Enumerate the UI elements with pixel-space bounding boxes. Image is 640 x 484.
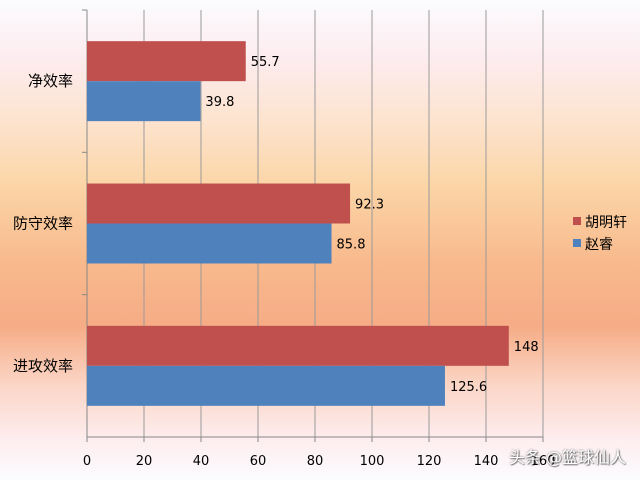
x-tick-label: 80 bbox=[307, 454, 324, 469]
y-category-label: 进攻效率 bbox=[13, 357, 73, 375]
x-tick-label: 40 bbox=[193, 454, 210, 469]
bar bbox=[87, 223, 332, 264]
x-tick-label: 20 bbox=[136, 454, 153, 469]
data-label: 125.6 bbox=[450, 380, 487, 395]
bar bbox=[87, 325, 509, 366]
legend-label: 胡明轩 bbox=[585, 215, 627, 231]
data-label: 39.8 bbox=[205, 95, 234, 110]
legend-swatch bbox=[573, 239, 581, 247]
x-tick-label: 60 bbox=[250, 454, 267, 469]
legend-label: 赵睿 bbox=[585, 237, 613, 253]
y-category-label: 防守效率 bbox=[13, 215, 73, 233]
bar bbox=[87, 41, 246, 82]
data-label: 85.8 bbox=[337, 238, 366, 253]
axes: 0 20 40 60 80 100 120 140 160 进攻效率 防守效率 净效率 bbox=[13, 9, 556, 469]
x-tick-label: 120 bbox=[417, 454, 442, 469]
bar bbox=[87, 81, 201, 122]
data-label: 55.7 bbox=[251, 55, 280, 70]
x-tick-label: 140 bbox=[474, 454, 499, 469]
x-tick-label: 160 bbox=[531, 454, 556, 469]
bars bbox=[87, 41, 509, 406]
data-label: 148 bbox=[514, 340, 539, 355]
x-tick-label: 0 bbox=[83, 454, 91, 469]
bar bbox=[87, 183, 351, 224]
bar bbox=[87, 365, 445, 406]
data-label: 92.3 bbox=[355, 198, 384, 213]
y-category-label: 净效率 bbox=[28, 72, 73, 90]
x-tick-label: 100 bbox=[360, 454, 385, 469]
data-labels: 148 125.6 92.3 85.8 55.7 39.8 bbox=[205, 55, 538, 395]
legend-swatch bbox=[573, 217, 581, 225]
watermark-text: 头条 @篮球仙人 bbox=[508, 448, 626, 467]
